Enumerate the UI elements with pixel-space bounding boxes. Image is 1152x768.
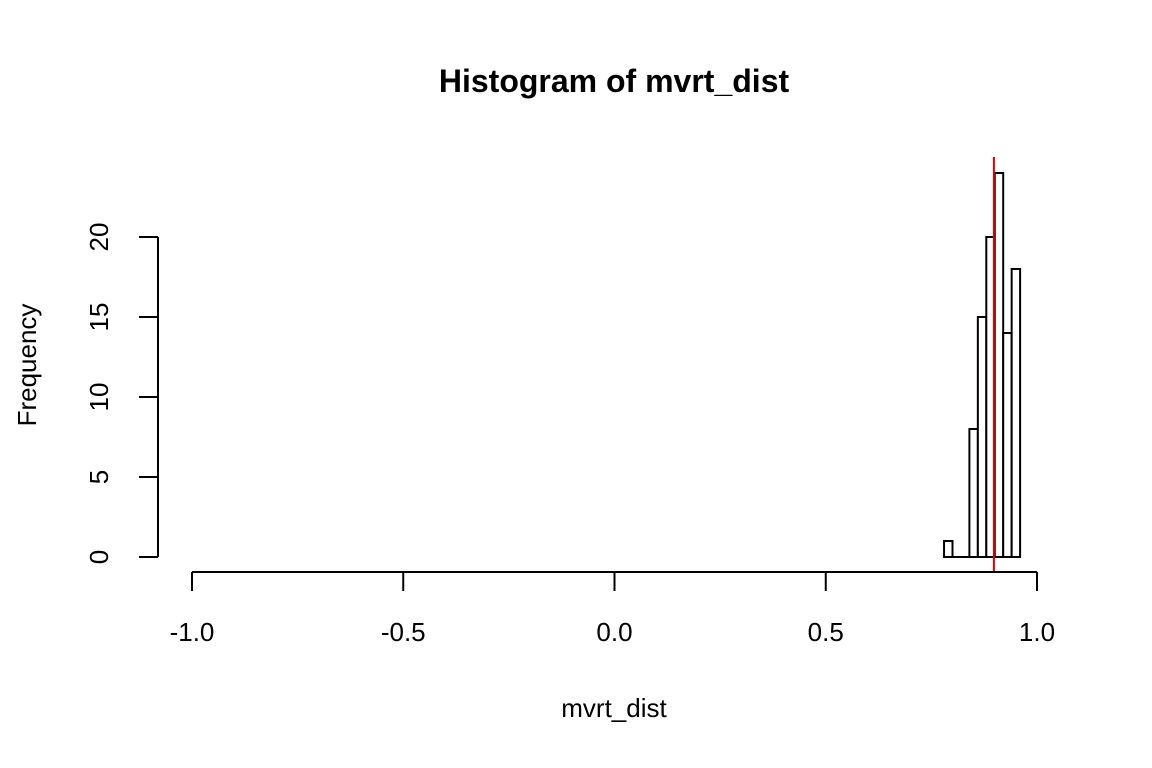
x-tick-label: 0.0	[596, 617, 632, 647]
x-tick-label: -0.5	[381, 617, 426, 647]
bars-group	[943, 172, 1022, 558]
histogram-bar	[976, 316, 988, 558]
x-axis-label: mvrt_dist	[561, 693, 667, 723]
x-tick-label: 0.5	[808, 617, 844, 647]
x-axis: -1.0 -0.5 0.0 0.5 1.0	[170, 571, 1055, 647]
x-tick-label: 1.0	[1019, 617, 1055, 647]
histogram-bar	[968, 428, 979, 558]
histogram-bar	[993, 172, 1005, 558]
histogram-bar	[1002, 332, 1013, 558]
y-tick-label: 5	[84, 470, 114, 484]
y-axis: 0 5 10 15 20	[84, 223, 159, 564]
y-axis-label: Frequency	[12, 304, 42, 427]
y-tick-label: 10	[84, 383, 114, 412]
x-tick-label: -1.0	[170, 617, 215, 647]
y-tick-label: 15	[84, 303, 114, 332]
y-tick-label: 20	[84, 223, 114, 252]
chart-title: Histogram of mvrt_dist	[439, 63, 790, 99]
y-tick-label: 0	[84, 550, 114, 564]
histogram-bar	[1010, 268, 1022, 558]
histogram-bar	[943, 540, 954, 558]
